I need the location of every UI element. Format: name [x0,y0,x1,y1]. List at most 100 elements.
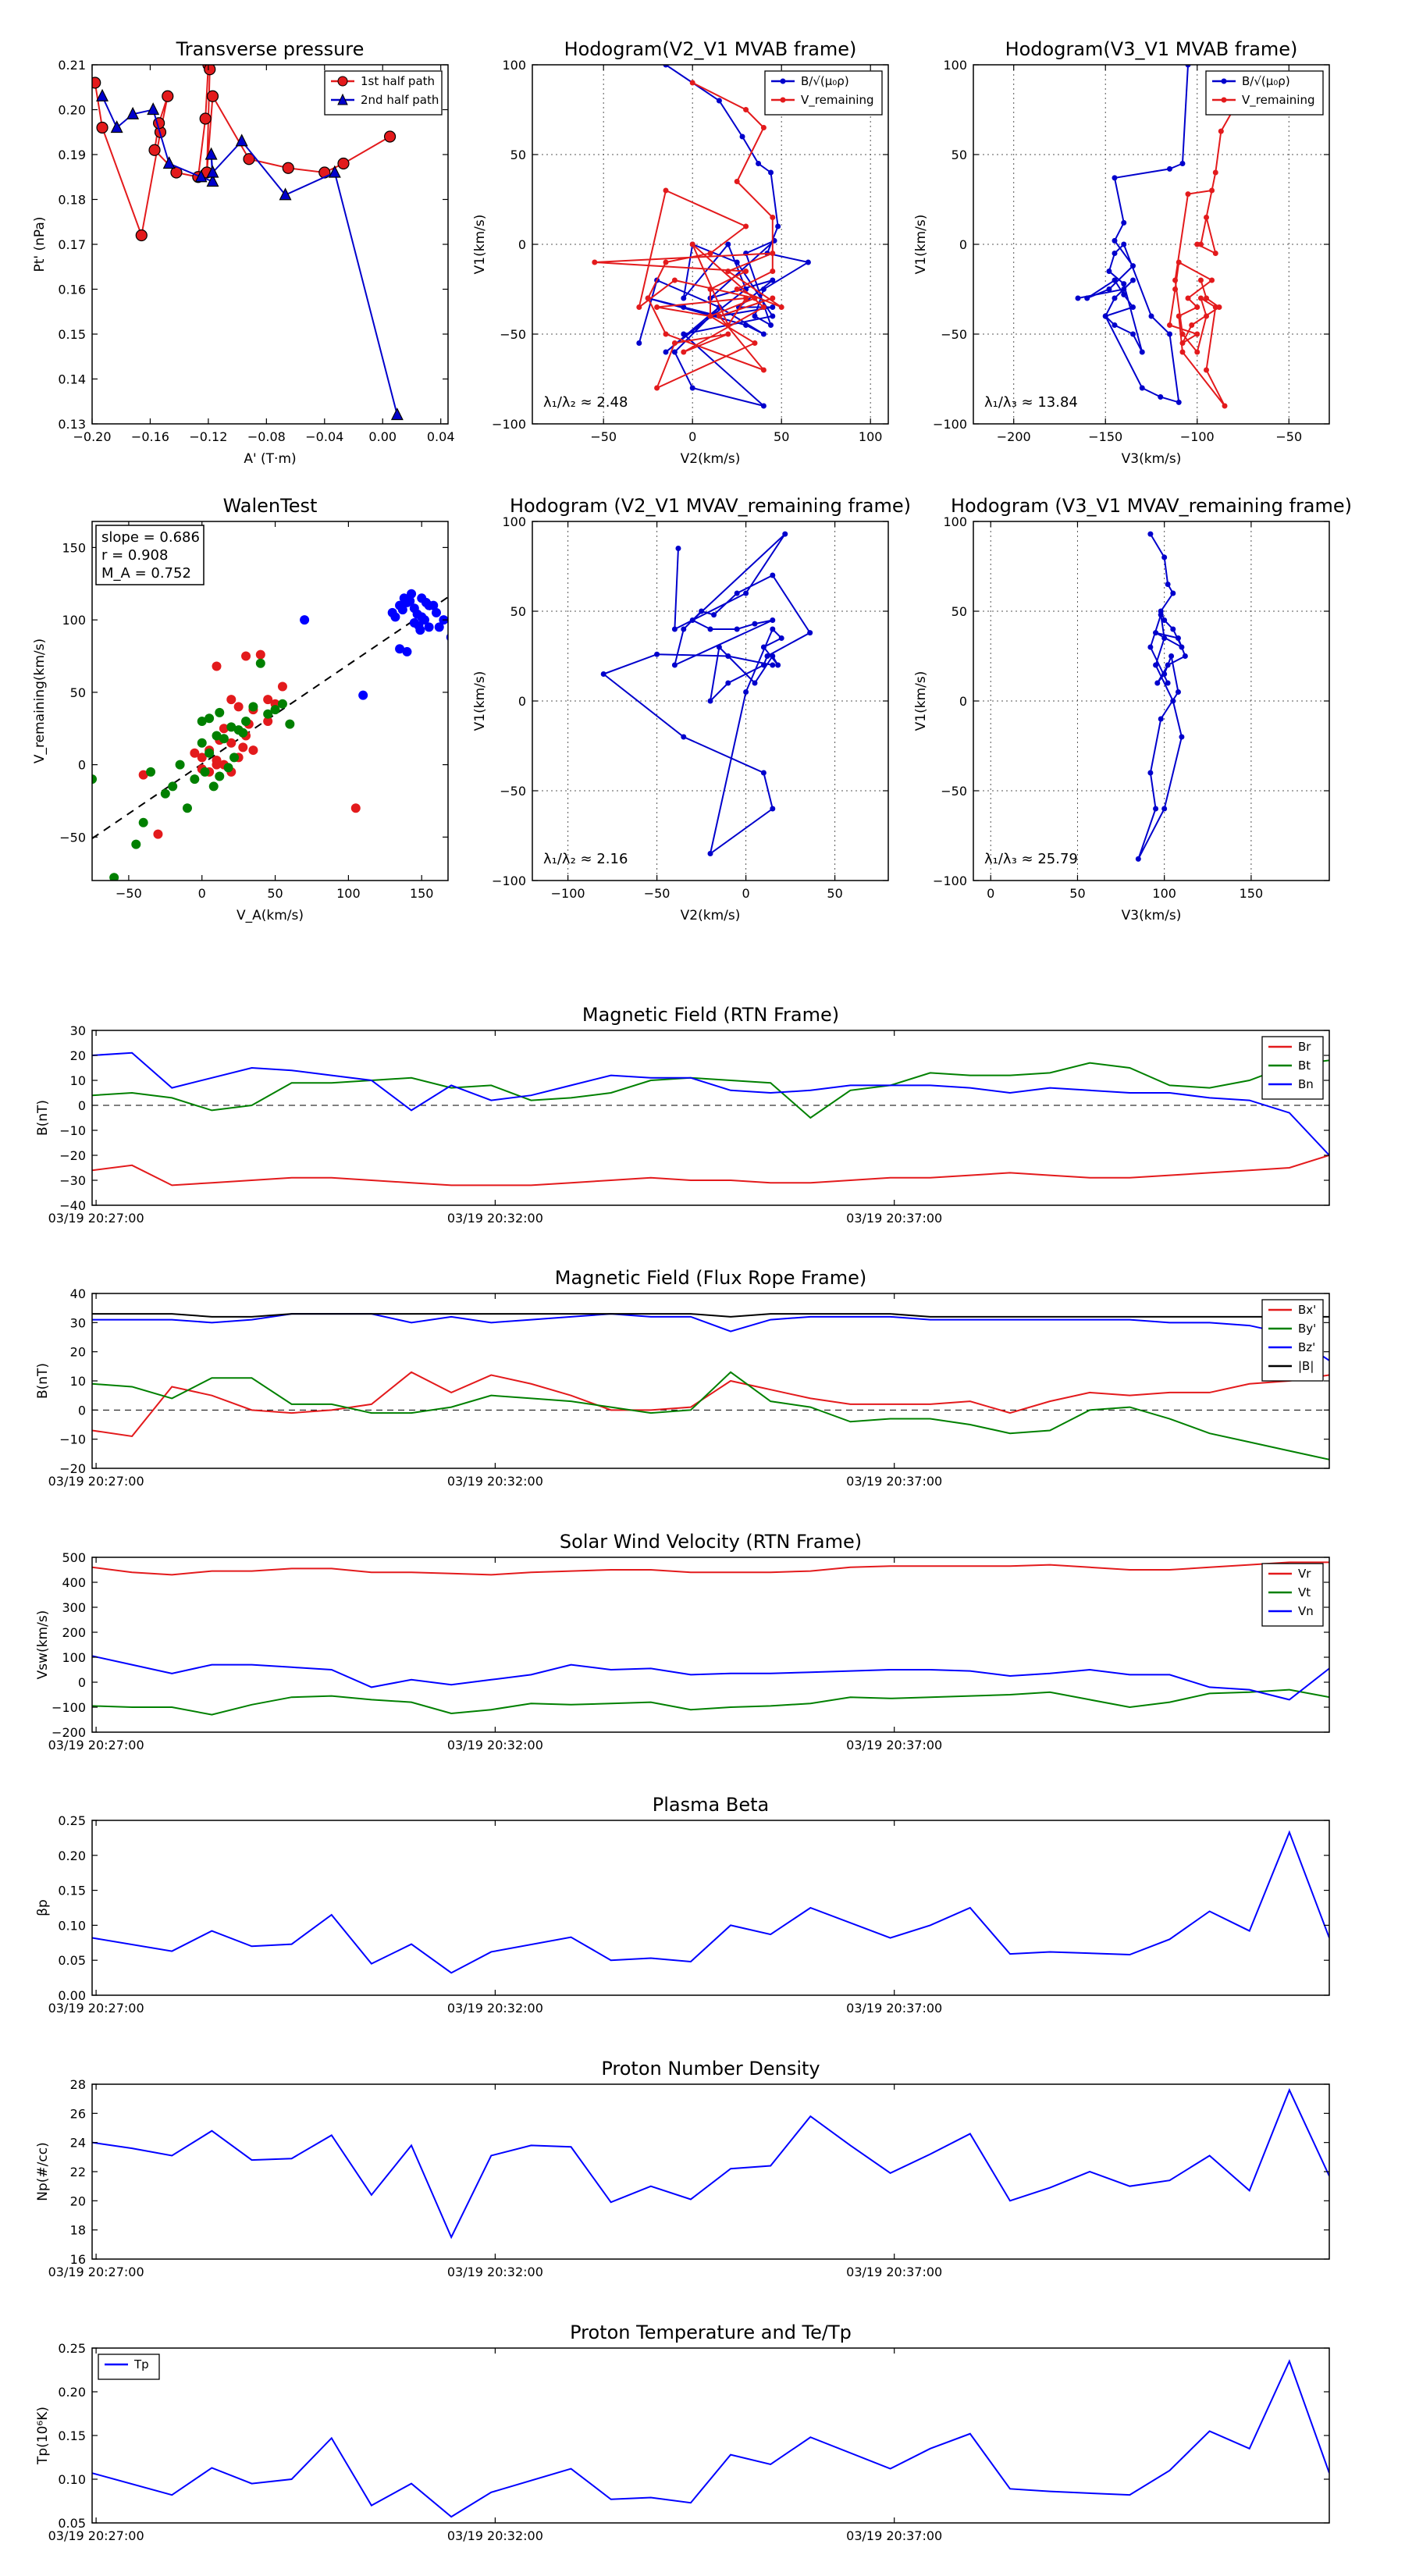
panel-t3: 03/19 20:27:00 03/19 20:32:00 03/19 20:37:… [35,1531,1330,1752]
data-point [405,596,415,607]
data-point [223,763,233,773]
data-point [285,719,295,729]
data-point [1194,304,1200,310]
data-point [219,734,229,744]
data-point [412,609,422,619]
data-point [263,695,273,705]
x-tick-label: −0.16 [131,429,169,444]
y-tick-label: 50 [951,604,967,619]
y-tick-label: −50 [500,784,526,799]
data-point [1112,322,1118,328]
data-point [300,615,310,625]
x-tick-label: 03/19 20:32:00 [447,2528,543,2543]
x-tick-label: 50 [267,886,283,901]
data-point [415,625,425,635]
data-point [1148,313,1154,319]
series-line-b [1077,65,1190,404]
data-point [206,165,219,178]
data-point [671,662,678,668]
data-point [205,713,215,724]
data-point [707,626,713,632]
x-tick-label: 100 [336,886,361,901]
y-tick-label: −100 [492,417,526,432]
data-point [1212,251,1218,256]
x-tick-label: −0.04 [305,429,343,444]
legend-box [764,70,883,116]
y-tick-label: 0.14 [58,372,86,387]
x-tick-label: 150 [1240,886,1264,901]
y-tick-label: 100 [502,58,526,73]
data-point [770,617,776,623]
data-point [255,649,265,660]
data-point [238,728,248,738]
x-axis-label: A' (T·m) [244,451,296,467]
data-point [212,661,222,671]
x-tick-label: 150 [410,886,434,901]
legend-box [98,2354,160,2380]
data-point [1167,165,1173,172]
data-point [663,349,669,355]
data-point [200,767,210,777]
chart-title: Hodogram(V3_V1 MVAB frame) [1005,38,1298,60]
series-line-bn [92,1051,1329,1156]
x-tick-label: 03/19 20:37:00 [846,2265,942,2279]
data-point [1175,689,1181,695]
data-point [1129,263,1136,269]
series-line-bx [92,1371,1329,1438]
data-point [226,738,237,748]
data-point [1084,295,1090,301]
stats-line: r = 0.908 [101,547,168,564]
y-tick-label: 0.17 [58,237,86,252]
data-point [725,322,731,328]
data-point [743,107,749,112]
y-tick-label: 300 [62,1600,86,1615]
data-point [1139,385,1145,391]
y-tick-label: 0.25 [58,2341,86,2356]
y-tick-label: 0.13 [58,417,86,432]
data-point [206,174,219,187]
data-point [743,689,749,695]
data-point [711,612,717,618]
data-point [760,644,767,650]
series-line-2nd-half-path [101,95,398,415]
data-point [760,304,767,310]
data-point [743,269,749,274]
data-point [689,385,695,391]
series-line-vn [92,1655,1329,1701]
data-point [135,229,148,242]
chart-title: WalenTest [223,495,318,517]
series-line-b [1137,533,1186,859]
data-point [770,295,776,301]
x-tick-label: −50 [644,886,670,901]
data-point [197,716,207,726]
legend-marker [337,76,348,87]
data-point [205,748,215,758]
data-point [752,621,758,627]
x-tick-label: 03/19 20:27:00 [48,1474,144,1489]
y-tick-label: 0.05 [58,1953,86,1968]
data-point [1170,626,1176,632]
stats-line: slope = 0.686 [101,529,200,546]
x-tick-label: 50 [1069,886,1085,901]
y-tick-label: 0 [78,1098,86,1113]
data-point [734,286,740,292]
data-point [1185,191,1191,197]
data-point [1176,259,1182,265]
data-point [1182,653,1188,659]
data-point [663,65,669,68]
data-point [1172,286,1179,292]
y-tick-label: −100 [52,1700,86,1715]
legend-label: V_remaining [1242,93,1315,108]
data-point [1197,295,1204,301]
data-point [1102,313,1108,319]
plot-area [92,65,404,421]
chart-title: Proton Temperature and Te/Tp [570,2322,852,2343]
data-point [1165,582,1171,587]
data-point [778,304,784,310]
x-tick-label: −100 [1180,429,1215,444]
y-tick-label: 28 [70,2077,86,2092]
y-axis-label: Np(#/cc) [35,2142,51,2201]
data-point [760,770,767,776]
series-line-bt [92,1059,1329,1119]
data-point [1197,241,1204,247]
